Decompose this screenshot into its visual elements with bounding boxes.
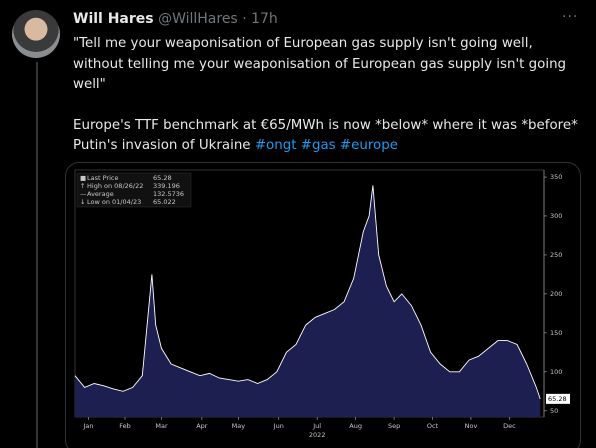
legend-value: 65.28	[153, 174, 172, 182]
y-tick-label: 250	[550, 251, 562, 259]
x-tick-label: Sep	[388, 422, 400, 430]
text-line: Putin's invasion of Ukraine #ongt #gas #…	[73, 136, 588, 157]
x-tick-label: Jul	[312, 422, 321, 430]
hashtag[interactable]: #ongt	[254, 138, 297, 153]
legend-marker: —	[80, 190, 87, 198]
x-tick-label: Jun	[273, 422, 284, 430]
text: without telling me your weaponisation of…	[73, 56, 567, 72]
author-handle[interactable]: @WillHares	[158, 11, 238, 27]
legend-value: 65.022	[153, 198, 176, 206]
text: "Tell me your weaponisation of European …	[73, 36, 533, 51]
x-tick-label: Mar	[155, 422, 168, 430]
paragraph: Europe's TTF benchmark at €65/MWh is now…	[73, 116, 588, 157]
y-tick-label: 150	[550, 329, 562, 337]
tweet-image[interactable]: 50 100 150 200 250 300 350 Jan Feb Mar Apr May Jun Ju…	[65, 162, 581, 448]
x-tick-label: Feb	[119, 422, 131, 430]
text: Putin's invasion of Ukraine	[73, 138, 251, 153]
legend-label: Average	[87, 190, 114, 198]
tweet-header: Will Hares @WillHares · 17h	[73, 11, 278, 27]
more-button[interactable]: ···	[562, 9, 579, 25]
avatar[interactable]	[12, 10, 60, 58]
legend-label: Last Price	[87, 174, 118, 182]
x-tick-label: Jan	[82, 422, 93, 430]
chart: 50 100 150 200 250 300 350 Jan Feb Mar Apr May Jun Ju…	[74, 169, 570, 439]
x-tick-label: May	[232, 422, 246, 430]
legend-label: Low on 01/04/23	[87, 198, 141, 206]
tweet-text: "Tell me your weaponisation of European …	[73, 34, 588, 177]
legend-marker: ↑	[80, 182, 85, 190]
text: Europe's TTF benchmark at €65/MWh is now…	[73, 117, 578, 133]
text-line: "Tell me your weaponisation of European …	[73, 34, 588, 55]
text-line: well"	[73, 75, 588, 96]
timestamp[interactable]: 17h	[251, 11, 278, 27]
y-tick-label: 350	[550, 173, 562, 181]
x-tick-label: Oct	[427, 422, 439, 430]
hashtag[interactable]: #europe	[339, 138, 398, 153]
last-price-tag	[546, 393, 570, 404]
year-label: 2022	[309, 431, 326, 439]
y-tick-label: 50	[550, 407, 558, 415]
paragraph: "Tell me your weaponisation of European …	[73, 34, 588, 96]
legend-marker: ■	[80, 174, 86, 182]
x-tick-label: Dec	[503, 422, 516, 430]
legend-value: 339.196	[153, 182, 180, 190]
hashtag[interactable]: #gas	[300, 138, 336, 153]
text-line: without telling me your weaponisation of…	[73, 55, 588, 76]
x-tick-label: Apr	[196, 422, 208, 430]
area	[75, 185, 541, 417]
x-tick-label: Aug	[349, 422, 362, 430]
legend-label: High on 08/26/22	[87, 182, 143, 190]
legend-box	[76, 172, 192, 208]
text-line: Europe's TTF benchmark at €65/MWh is now…	[73, 116, 588, 137]
price-line	[74, 185, 541, 400]
legend-value: 132.5736	[153, 190, 184, 198]
y-tick-label: 100	[550, 368, 562, 376]
legend-marker: ↓	[80, 198, 85, 206]
x-tick-label: Nov	[465, 422, 478, 430]
y-tick-label: 300	[550, 212, 562, 220]
thread-line	[36, 62, 38, 448]
author-name[interactable]: Will Hares	[73, 11, 154, 27]
separator: ·	[242, 11, 247, 27]
text: well"	[73, 77, 106, 92]
last-price-label: 65.28	[548, 395, 567, 403]
y-tick-label: 200	[550, 290, 562, 298]
